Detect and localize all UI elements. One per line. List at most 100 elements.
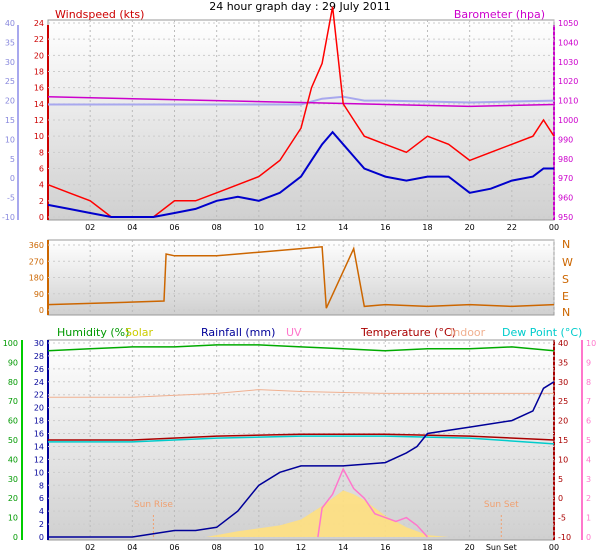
wind-right-tick: 970 bbox=[558, 174, 573, 183]
uv-tick: 4 bbox=[586, 455, 591, 464]
panel-wind-axes: 024681012141618202224-10-505101520253035… bbox=[2, 19, 578, 232]
rainfall-tick: 14 bbox=[34, 442, 44, 451]
humidity-x-tick-label: 16 bbox=[380, 543, 390, 552]
wind-right-tick: 1040 bbox=[558, 38, 578, 47]
humidity-x-tick-label: 06 bbox=[169, 543, 179, 552]
panel-wind-series bbox=[47, 6, 555, 218]
humidity-tick: 20 bbox=[8, 494, 18, 503]
wind-right-tick: 1020 bbox=[558, 77, 578, 86]
wind-left-red-tick: 4 bbox=[39, 181, 44, 190]
barometer-label: Barometer (hpa) bbox=[454, 8, 545, 21]
rainfall-tick: 30 bbox=[34, 339, 44, 348]
solar-label: Solar bbox=[125, 326, 154, 339]
temperature-label: Temperature (°C) bbox=[360, 326, 456, 339]
uv-label: UV bbox=[286, 326, 302, 339]
temperature-tick: 15 bbox=[558, 436, 568, 445]
dewpoint-label: Dew Point (°C) bbox=[502, 326, 582, 339]
humidity-tick: 60 bbox=[8, 417, 18, 426]
temperature-tick: 35 bbox=[558, 358, 568, 367]
wind-x-tick-label: 02 bbox=[85, 223, 95, 232]
wind-average-line bbox=[47, 130, 554, 218]
solar-area bbox=[206, 490, 449, 537]
wind-x-tick-label: 12 bbox=[296, 223, 306, 232]
wind-left-blue-tick: -5 bbox=[7, 194, 15, 203]
wind-x-tick-label: 20 bbox=[465, 223, 475, 232]
wind-x-tick-label: 04 bbox=[127, 223, 137, 232]
indoor-line bbox=[48, 389, 554, 398]
humidity-x-tick-label: 12 bbox=[296, 543, 306, 552]
direction-label-e: E bbox=[562, 290, 569, 303]
indoor-label: Indoor bbox=[450, 326, 486, 339]
rainfall-tick: 10 bbox=[34, 468, 44, 477]
direction-tick: 360 bbox=[29, 241, 44, 250]
humidity-x-tick-label: 04 bbox=[127, 543, 137, 552]
temperature-tick: 30 bbox=[558, 378, 568, 387]
dewpoint-line bbox=[48, 435, 555, 445]
rainfall-tick: 24 bbox=[34, 378, 44, 387]
humidity-tick: 90 bbox=[8, 358, 18, 367]
wind-left-red-tick: 22 bbox=[34, 35, 44, 44]
wind-right-tick: 1050 bbox=[558, 19, 578, 28]
rainfall-tick: 2 bbox=[39, 520, 44, 529]
rainfall-tick: 22 bbox=[34, 391, 44, 400]
wind-x-tick-label: 00 bbox=[549, 223, 559, 232]
wind-left-blue-tick: 5 bbox=[10, 155, 15, 164]
rainfall-line bbox=[48, 381, 555, 538]
wind-x-tick-label: 08 bbox=[212, 223, 222, 232]
temperature-tick: 40 bbox=[558, 339, 568, 348]
wind-left-red-tick: 0 bbox=[39, 213, 44, 222]
wind-x-tick-label: 16 bbox=[380, 223, 390, 232]
wind-left-red-tick: 6 bbox=[39, 165, 44, 174]
uv-tick: 1 bbox=[586, 514, 591, 523]
rainfall-tick: 4 bbox=[39, 507, 44, 516]
direction-label-n: N bbox=[562, 238, 570, 251]
uv-tick: 6 bbox=[586, 417, 591, 426]
barometer-secondary-line bbox=[48, 95, 555, 106]
sunset-label: Sun Set bbox=[484, 500, 519, 510]
wind-right-tick: 1030 bbox=[558, 58, 578, 67]
rainfall-tick: 20 bbox=[34, 404, 44, 413]
panel-humidity-grid bbox=[48, 340, 555, 540]
temperature-tick: 5 bbox=[558, 475, 563, 484]
humidity-x-tick-label: 14 bbox=[338, 543, 348, 552]
humidity-tick: 80 bbox=[8, 378, 18, 387]
wind-right-tick: 1000 bbox=[558, 116, 578, 125]
wind-left-blue-tick: 15 bbox=[5, 116, 15, 125]
humidity-tick: 70 bbox=[8, 397, 18, 406]
panel-humidity-axes: 0246810121416182022242628300102030405060… bbox=[3, 339, 596, 552]
wind-left-red-tick: 8 bbox=[39, 148, 44, 157]
temperature-tick: -10 bbox=[558, 533, 571, 542]
direction-tick: 180 bbox=[29, 274, 44, 283]
humidity-tick: 0 bbox=[13, 533, 18, 542]
humidity-x-tick-label: 18 bbox=[422, 543, 432, 552]
wind-direction-line bbox=[47, 245, 555, 309]
wind-left-red-tick: 12 bbox=[34, 116, 44, 125]
uv-line bbox=[317, 467, 429, 538]
uv-tick: 10 bbox=[586, 339, 596, 348]
windspeed-label: Windspeed (kts) bbox=[55, 8, 144, 21]
humidity-x-tick-label: 20 bbox=[465, 543, 475, 552]
wind-left-blue-tick: 35 bbox=[5, 38, 15, 47]
temperature-tick: 20 bbox=[558, 417, 568, 426]
wind-left-red-tick: 10 bbox=[34, 132, 44, 141]
temperature-tick: 25 bbox=[558, 397, 568, 406]
wind-right-tick: 980 bbox=[558, 155, 573, 164]
humidity-tick: 40 bbox=[8, 455, 18, 464]
humidity-x-tick-label: 02 bbox=[85, 543, 95, 552]
rainfall-label: Rainfall (mm) bbox=[201, 326, 275, 339]
wind-left-red-tick: 20 bbox=[34, 51, 44, 60]
rainfall-tick: 28 bbox=[34, 352, 44, 361]
rainfall-tick: 12 bbox=[34, 455, 44, 464]
humidity-tick: 50 bbox=[8, 436, 18, 445]
wind-left-blue-tick: 10 bbox=[5, 135, 15, 144]
temperature-tick: 0 bbox=[558, 494, 563, 503]
panel-direction-grid bbox=[48, 240, 555, 315]
wind-x-tick-label: 14 bbox=[338, 223, 348, 232]
wind-left-blue-tick: 30 bbox=[5, 58, 15, 67]
wind-x-tick-label: 22 bbox=[507, 223, 517, 232]
wind-left-blue-tick: 25 bbox=[5, 77, 15, 86]
rainfall-tick: 0 bbox=[39, 533, 44, 542]
wind-left-red-tick: 24 bbox=[34, 19, 44, 28]
humidity-label: Humidity (%) bbox=[57, 326, 129, 339]
